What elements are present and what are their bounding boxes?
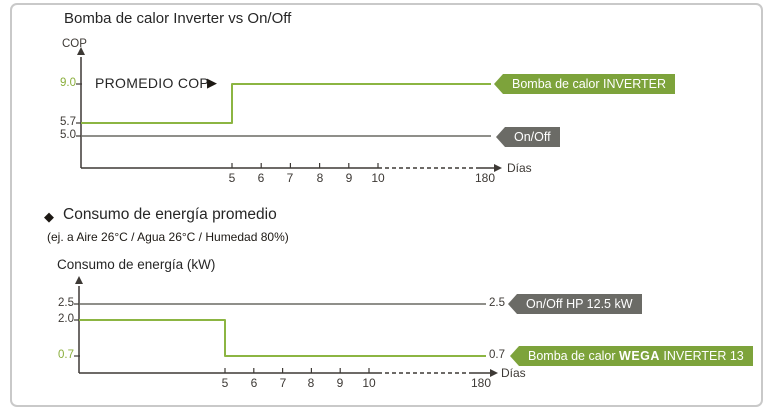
chart1-x-tick: 8 bbox=[316, 171, 324, 185]
section2-subtitle: (ej. a Aire 26°C / Agua 26°C / Humedad 8… bbox=[47, 230, 289, 244]
section2-title: Consumo de energía promedio bbox=[63, 206, 277, 223]
tag-text-part: INVERTER 13 bbox=[659, 349, 744, 363]
chart2-end-value-onoff: 2.5 bbox=[489, 297, 505, 309]
legend-tag-onoff-label: On/Off bbox=[505, 127, 560, 147]
chart2-x-tick: 7 bbox=[279, 376, 287, 390]
tag-notch-icon bbox=[494, 74, 503, 94]
chart2-x-tick: 10 bbox=[362, 376, 376, 390]
chart2-x-tick: 5 bbox=[221, 376, 229, 390]
chart2-x-axis-label: Días bbox=[501, 366, 526, 380]
legend-tag-onoff-hp: On/Off HP 12.5 kW bbox=[508, 294, 642, 314]
legend-tag-wega-inverter: Bomba de calor WEGA INVERTER 13 bbox=[510, 346, 753, 366]
chart2-end-value-inverter: 0.7 bbox=[489, 349, 505, 361]
chart1-x-tick: 7 bbox=[286, 171, 294, 185]
tag-notch-icon bbox=[508, 294, 517, 314]
chart2-y-axis-title: Consumo de energía (kW) bbox=[57, 257, 216, 272]
tag-text-part: Bomba de calor bbox=[528, 349, 620, 363]
legend-tag-onoff-hp-label: On/Off HP 12.5 kW bbox=[517, 294, 642, 314]
right-triangle-icon: ▶ bbox=[207, 75, 217, 90]
chart1-x-tick: 180 bbox=[474, 171, 496, 185]
chart1-y-axis-label: COP bbox=[62, 38, 87, 50]
tag-notch-icon bbox=[510, 346, 519, 366]
promedio-cop-annotation: PROMEDIO COP bbox=[95, 75, 210, 91]
chart2-x-tick: 180 bbox=[470, 376, 492, 390]
legend-tag-inverter-label: Bomba de calor INVERTER bbox=[503, 74, 675, 94]
tag-notch-icon bbox=[496, 127, 505, 147]
chart1-x-axis-label: Días bbox=[507, 161, 532, 175]
chart1-y-tick: 5.0 bbox=[60, 129, 76, 141]
diamond-bullet-icon: ◆ bbox=[44, 209, 54, 224]
chart1-y-tick: 9.0 bbox=[60, 77, 76, 89]
chart1-x-tick: 10 bbox=[371, 171, 385, 185]
legend-tag-onoff: On/Off bbox=[496, 127, 560, 147]
chart1-y-tick: 5.7 bbox=[60, 116, 76, 128]
chart2-x-tick: 9 bbox=[336, 376, 344, 390]
chart1-x-tick: 6 bbox=[257, 171, 265, 185]
chart2-y-tick: 2.5 bbox=[58, 297, 74, 309]
chart2-y-tick: 0.7 bbox=[58, 349, 74, 361]
chart2-x-tick: 6 bbox=[250, 376, 258, 390]
legend-tag-wega-inverter-label: Bomba de calor WEGA INVERTER 13 bbox=[519, 346, 753, 366]
chart1-x-tick: 5 bbox=[228, 171, 236, 185]
wega-brand-text: WEGA bbox=[619, 349, 660, 363]
chart1-x-tick: 9 bbox=[345, 171, 353, 185]
legend-tag-inverter: Bomba de calor INVERTER bbox=[494, 74, 675, 94]
chart2-y-tick: 2.0 bbox=[58, 313, 74, 325]
chart1-title: Bomba de calor Inverter vs On/Off bbox=[64, 10, 292, 27]
chart2-x-tick: 8 bbox=[307, 376, 315, 390]
